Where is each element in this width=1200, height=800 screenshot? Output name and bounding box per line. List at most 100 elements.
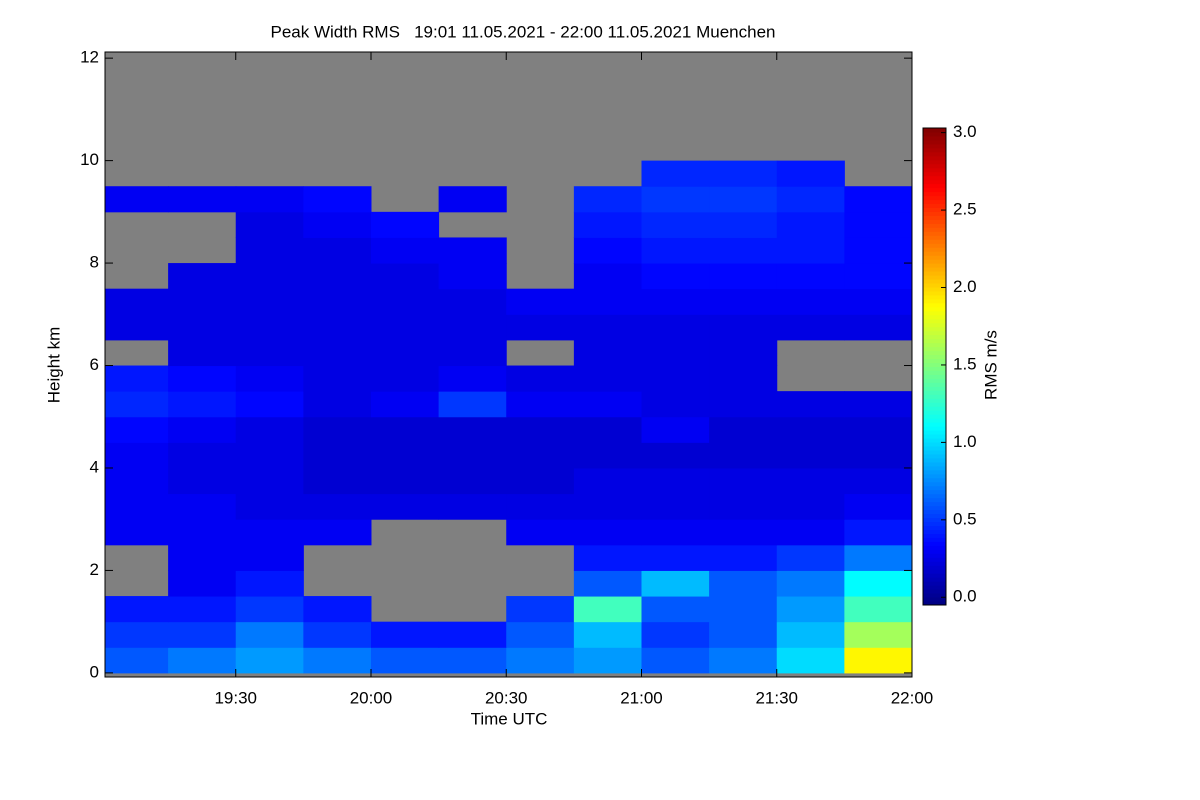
heatmap-cell <box>168 442 237 469</box>
heatmap-cell <box>105 288 169 315</box>
colorbar-step <box>923 410 946 415</box>
colorbar-step <box>923 159 946 165</box>
colorbar-step <box>923 362 946 367</box>
heatmap-cell <box>105 314 169 341</box>
heatmap-cell <box>844 186 913 213</box>
heatmap-cell <box>105 519 169 546</box>
x-tick-label: 22:00 <box>891 688 934 707</box>
heatmap-cell <box>168 570 237 597</box>
colorbar-frame <box>922 127 947 606</box>
heatmap-cell <box>438 365 507 392</box>
heatmap-cell <box>506 416 575 443</box>
colorbar-step <box>923 143 946 149</box>
colorbar-step <box>923 565 946 570</box>
colorbar-step <box>923 473 946 479</box>
heatmap-cell <box>641 314 710 341</box>
colorbar-step <box>923 239 946 244</box>
heatmap-cell <box>235 442 304 469</box>
colorbar-step <box>923 370 946 375</box>
heatmap-cell <box>844 647 913 674</box>
heatmap-cell <box>709 365 778 392</box>
chart-title: Peak Width RMS 19:01 11.05.2021 - 22:00 … <box>271 22 776 41</box>
colorbar-tick-label: 0.0 <box>953 587 977 606</box>
y-tick-label: 2 <box>90 560 99 579</box>
colorbar-tick-label: 1.5 <box>953 354 977 373</box>
colorbar-step <box>923 255 946 260</box>
heatmap-cell <box>709 493 778 520</box>
heatmap-cell <box>438 314 507 341</box>
y-tick-label: 10 <box>80 150 99 169</box>
heatmap-cell <box>303 493 372 520</box>
heatmap-cell <box>235 621 304 648</box>
colorbar-step <box>923 171 946 177</box>
colorbar-step <box>923 318 946 324</box>
colorbar-step <box>923 271 946 276</box>
heatmap-cell <box>105 621 169 648</box>
heatmap-cell <box>235 391 304 418</box>
heatmap-cell <box>235 647 304 674</box>
heatmap-cell <box>573 186 642 213</box>
heatmap-cell <box>709 288 778 315</box>
colorbar-step <box>923 302 946 308</box>
heatmap-cell <box>573 288 642 315</box>
colorbar-step <box>923 187 946 193</box>
heatmap-cell <box>573 621 642 648</box>
heatmap-cell <box>303 621 372 648</box>
heatmap-cell <box>573 314 642 341</box>
heatmap-cell <box>641 391 710 418</box>
heatmap-cell <box>641 621 710 648</box>
colorbar-step <box>923 346 946 352</box>
heatmap-cell <box>641 365 710 392</box>
heatmap-cell <box>506 596 575 623</box>
colorbar-step <box>923 521 946 526</box>
y-axis-label: Height km <box>44 327 63 404</box>
heatmap-cell <box>438 263 507 290</box>
colorbar-step <box>923 394 946 399</box>
colorbar-step <box>923 501 946 507</box>
heatmap-cell <box>168 493 237 520</box>
heatmap-cell <box>641 160 710 187</box>
colorbar-step <box>923 561 946 566</box>
colorbar-step <box>923 223 946 228</box>
heatmap-cell <box>844 237 913 264</box>
colorbar-step <box>923 259 946 264</box>
heatmap-cell <box>776 647 845 674</box>
colorbar-step <box>923 263 946 268</box>
colorbar-step <box>923 298 946 304</box>
colorbar-step <box>923 227 946 232</box>
colorbar-step <box>923 390 946 395</box>
plot-frame <box>104 51 913 678</box>
y-tick-label: 12 <box>80 48 99 67</box>
colorbar-step <box>923 163 946 169</box>
heatmap-cell <box>506 391 575 418</box>
heatmap-cell <box>303 467 372 495</box>
colorbar-step <box>923 342 946 348</box>
heatmap-cell <box>438 416 507 443</box>
heatmap-cell <box>844 621 913 648</box>
heatmap-cell <box>776 596 845 623</box>
colorbar-step <box>923 422 946 427</box>
heatmap-cell <box>168 621 237 648</box>
heatmap-cell <box>709 314 778 341</box>
colorbar-step <box>923 294 946 300</box>
colorbar-step <box>923 541 946 546</box>
colorbar-step <box>923 354 946 360</box>
heatmap-cell <box>235 416 304 443</box>
colorbar-step <box>923 139 946 145</box>
colorbar-step <box>923 426 946 431</box>
heatmap-cell <box>105 596 169 623</box>
heatmap-cell <box>844 211 913 238</box>
heatmap-cell <box>641 493 710 520</box>
heatmap-cell <box>641 647 710 674</box>
heatmap-cell <box>370 339 440 367</box>
colorbar-step <box>923 438 946 443</box>
heatmap-cell <box>235 365 304 392</box>
heatmap-cell <box>370 288 440 315</box>
heatmap-cell <box>844 544 913 571</box>
heatmap-cell <box>168 596 237 623</box>
heatmap-cell <box>709 647 778 674</box>
heatmap-cell <box>438 391 507 418</box>
heatmap-cell <box>235 314 304 341</box>
heatmap-cell <box>506 519 575 546</box>
colorbar-step <box>923 585 946 590</box>
